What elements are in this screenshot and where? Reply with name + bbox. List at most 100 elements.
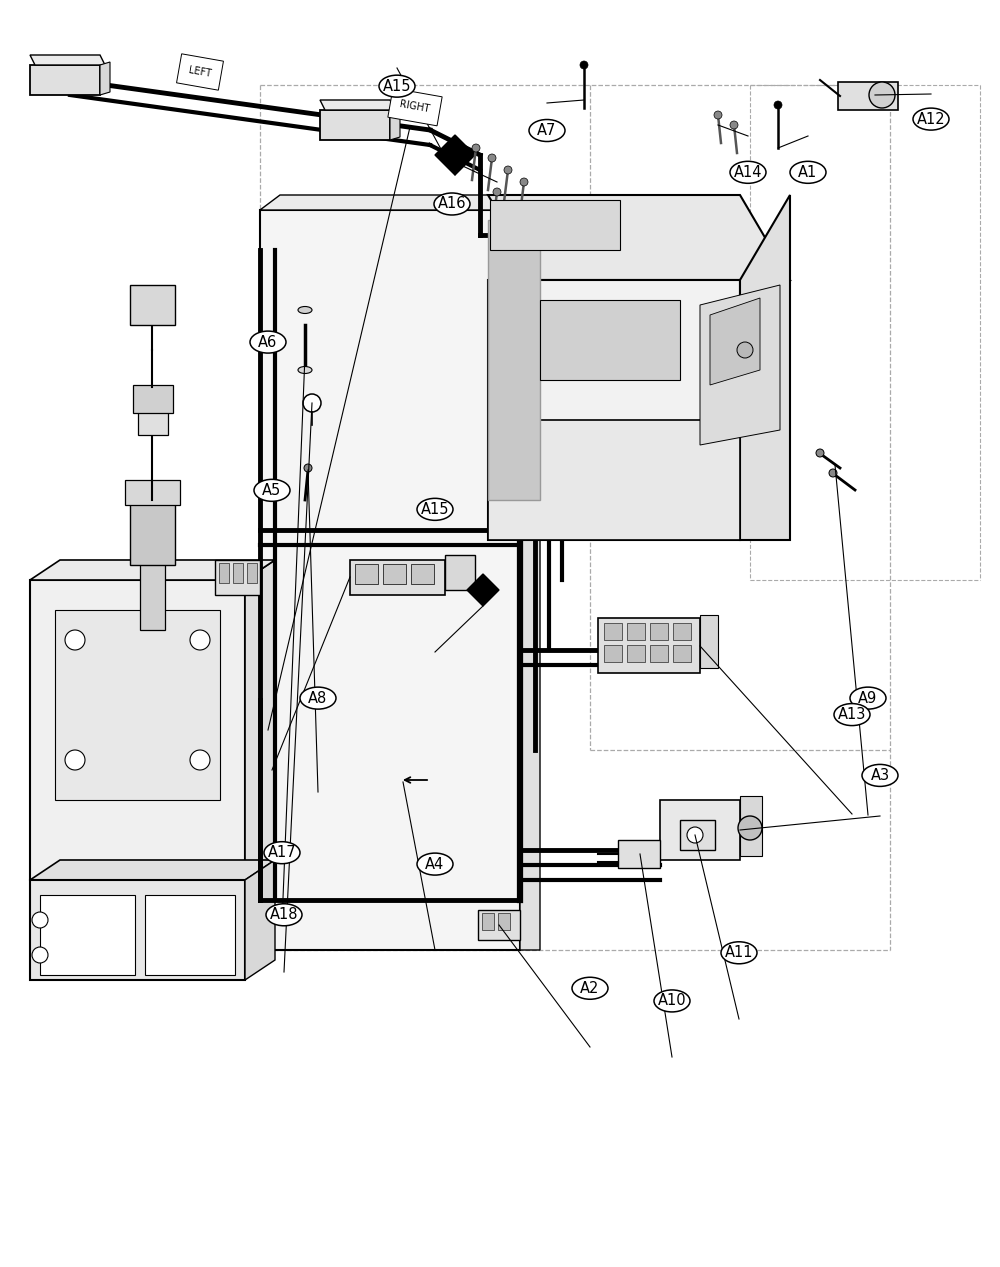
- Polygon shape: [215, 560, 260, 595]
- Text: A5: A5: [262, 483, 282, 498]
- Circle shape: [730, 122, 738, 129]
- Circle shape: [32, 912, 48, 927]
- Circle shape: [304, 464, 312, 473]
- Polygon shape: [30, 580, 245, 881]
- Text: A2: A2: [580, 981, 600, 996]
- Polygon shape: [445, 555, 475, 590]
- Polygon shape: [482, 914, 494, 930]
- Polygon shape: [604, 623, 622, 640]
- Polygon shape: [604, 645, 622, 661]
- Polygon shape: [383, 564, 406, 584]
- Circle shape: [737, 342, 753, 359]
- Circle shape: [520, 177, 528, 186]
- Polygon shape: [650, 645, 668, 661]
- Ellipse shape: [834, 703, 870, 726]
- Polygon shape: [618, 840, 660, 868]
- Polygon shape: [680, 820, 715, 850]
- Polygon shape: [320, 110, 390, 139]
- Text: A12: A12: [917, 111, 945, 127]
- Text: A8: A8: [308, 691, 328, 706]
- Polygon shape: [700, 285, 780, 445]
- Polygon shape: [488, 220, 540, 500]
- Ellipse shape: [417, 498, 453, 521]
- Circle shape: [816, 449, 824, 457]
- Text: A16: A16: [438, 196, 466, 212]
- Polygon shape: [700, 614, 718, 668]
- Polygon shape: [627, 623, 645, 640]
- Text: A10: A10: [658, 993, 686, 1009]
- Text: A1: A1: [798, 165, 818, 180]
- Ellipse shape: [266, 903, 302, 926]
- Polygon shape: [498, 914, 510, 930]
- Polygon shape: [245, 560, 275, 881]
- Ellipse shape: [254, 479, 290, 502]
- Polygon shape: [650, 623, 668, 640]
- Circle shape: [869, 82, 895, 108]
- Polygon shape: [740, 195, 790, 540]
- Circle shape: [774, 101, 782, 109]
- Polygon shape: [488, 195, 790, 280]
- Polygon shape: [435, 136, 475, 175]
- Circle shape: [714, 111, 722, 119]
- Ellipse shape: [250, 331, 286, 353]
- Text: LEFT: LEFT: [188, 65, 212, 79]
- Polygon shape: [350, 560, 445, 595]
- Polygon shape: [598, 618, 700, 673]
- Polygon shape: [260, 195, 540, 210]
- Ellipse shape: [730, 161, 766, 184]
- Ellipse shape: [298, 307, 312, 313]
- Polygon shape: [247, 563, 257, 583]
- Circle shape: [303, 394, 321, 412]
- Ellipse shape: [298, 366, 312, 374]
- Text: A9: A9: [858, 691, 878, 706]
- Circle shape: [472, 144, 480, 152]
- Polygon shape: [467, 574, 499, 606]
- Polygon shape: [488, 419, 740, 540]
- Ellipse shape: [862, 764, 898, 787]
- Polygon shape: [130, 285, 175, 326]
- Ellipse shape: [790, 161, 826, 184]
- Polygon shape: [145, 895, 235, 976]
- Polygon shape: [838, 82, 898, 110]
- Ellipse shape: [721, 941, 757, 964]
- Ellipse shape: [434, 193, 470, 215]
- Ellipse shape: [379, 75, 415, 98]
- Polygon shape: [55, 609, 220, 799]
- Circle shape: [190, 750, 210, 770]
- Ellipse shape: [850, 687, 886, 710]
- Polygon shape: [233, 563, 243, 583]
- Polygon shape: [138, 411, 168, 435]
- Text: A14: A14: [734, 165, 762, 180]
- Polygon shape: [30, 560, 275, 580]
- Circle shape: [687, 827, 703, 843]
- Text: A3: A3: [870, 768, 890, 783]
- Text: A4: A4: [425, 856, 445, 872]
- Polygon shape: [355, 564, 378, 584]
- Text: A13: A13: [838, 707, 866, 722]
- Polygon shape: [627, 645, 645, 661]
- Text: A15: A15: [383, 79, 411, 94]
- Circle shape: [504, 166, 512, 174]
- Polygon shape: [245, 860, 275, 979]
- Circle shape: [493, 188, 501, 196]
- Text: RIGHT: RIGHT: [399, 99, 431, 114]
- Text: A11: A11: [725, 945, 753, 960]
- Polygon shape: [660, 799, 740, 860]
- Circle shape: [580, 61, 588, 68]
- Polygon shape: [488, 280, 740, 540]
- Polygon shape: [710, 298, 760, 385]
- Ellipse shape: [529, 119, 565, 142]
- Ellipse shape: [264, 841, 300, 864]
- Ellipse shape: [913, 108, 949, 131]
- Polygon shape: [100, 62, 110, 95]
- Text: A18: A18: [270, 907, 298, 922]
- Polygon shape: [125, 480, 180, 506]
- Text: A15: A15: [421, 502, 449, 517]
- Polygon shape: [140, 560, 165, 630]
- Polygon shape: [219, 563, 229, 583]
- Polygon shape: [411, 564, 434, 584]
- Polygon shape: [30, 881, 245, 979]
- Polygon shape: [673, 623, 691, 640]
- Polygon shape: [30, 65, 100, 95]
- Ellipse shape: [654, 990, 690, 1012]
